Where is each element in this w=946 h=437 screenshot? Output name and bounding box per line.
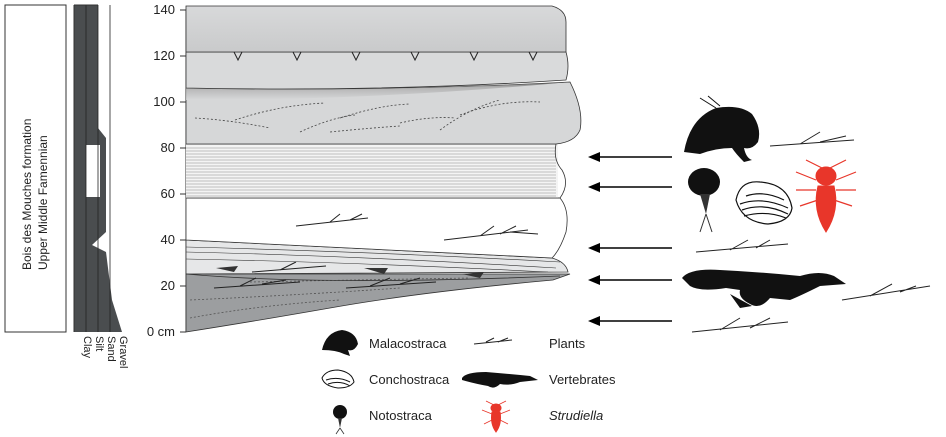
strudiella-icon bbox=[795, 159, 857, 233]
grain-clay-label: Clay bbox=[81, 336, 93, 359]
plant-icon-large bbox=[691, 131, 931, 333]
layer-top-sand bbox=[185, 5, 567, 53]
layer-laminated-silt bbox=[186, 143, 566, 199]
legend: Malacostraca Plants Conchostraca Vertebr… bbox=[321, 330, 616, 435]
depth-axis: 140 120 100 80 60 40 20 0 cm bbox=[147, 2, 187, 339]
layer-upper-sand bbox=[185, 51, 569, 90]
legend-notostraca-label: Notostraca bbox=[369, 408, 433, 423]
grain-silt-label: Silt bbox=[93, 336, 105, 351]
axis-tick-label: 60 bbox=[161, 186, 175, 201]
formation-age-label: Upper Middle Famennian bbox=[36, 135, 50, 270]
axis-tick-label: 80 bbox=[161, 140, 175, 155]
legend-vertebrate-icon bbox=[462, 372, 538, 388]
log-plants bbox=[213, 213, 539, 289]
stratigraphic-log bbox=[185, 5, 582, 333]
cross-bedding bbox=[194, 99, 541, 133]
grain-gravel-label: Gravel bbox=[117, 336, 129, 368]
legend-strudiella-label: Strudiella bbox=[549, 408, 603, 423]
conchostraca-icon bbox=[735, 181, 793, 225]
axis-tick-label: 0 cm bbox=[147, 324, 175, 339]
legend-vertebrates-label: Vertebrates bbox=[549, 372, 616, 387]
legend-malacostraca-icon bbox=[322, 330, 358, 356]
axis-tick-label: 40 bbox=[161, 232, 175, 247]
malacostraca-icon bbox=[684, 95, 760, 162]
lithology-column bbox=[73, 4, 122, 332]
grain-sand-label: Sand bbox=[105, 336, 117, 362]
legend-strudiella-icon bbox=[481, 400, 511, 433]
formation-name-label: Bois des Mouches formation bbox=[20, 119, 34, 270]
notostraca-icon bbox=[688, 168, 720, 233]
legend-plant-icon bbox=[473, 337, 513, 345]
axis-tick-label: 120 bbox=[153, 48, 175, 63]
axis-tick-label: 140 bbox=[153, 2, 175, 17]
formation-box: Bois des Mouches formation Upper Middle … bbox=[4, 4, 67, 333]
legend-malacostraca-label: Malacostraca bbox=[369, 336, 447, 351]
layer-laminated-sand bbox=[185, 239, 569, 275]
axis-tick-label: 20 bbox=[161, 278, 175, 293]
fish-fragments bbox=[216, 266, 484, 278]
fossil-illustrations bbox=[682, 95, 931, 333]
legend-conchostraca-label: Conchostraca bbox=[369, 372, 450, 387]
axis-tick-label: 100 bbox=[153, 94, 175, 109]
legend-notostraca-icon bbox=[333, 405, 347, 435]
vertebrate-icon bbox=[682, 269, 846, 308]
layer-dark-shale bbox=[185, 273, 571, 333]
mud-cracks bbox=[233, 51, 538, 62]
legend-conchostraca-icon bbox=[321, 369, 355, 389]
legend-plants-label: Plants bbox=[549, 336, 586, 351]
horizon-arrows bbox=[588, 152, 672, 326]
layer-white-sand bbox=[185, 197, 568, 259]
